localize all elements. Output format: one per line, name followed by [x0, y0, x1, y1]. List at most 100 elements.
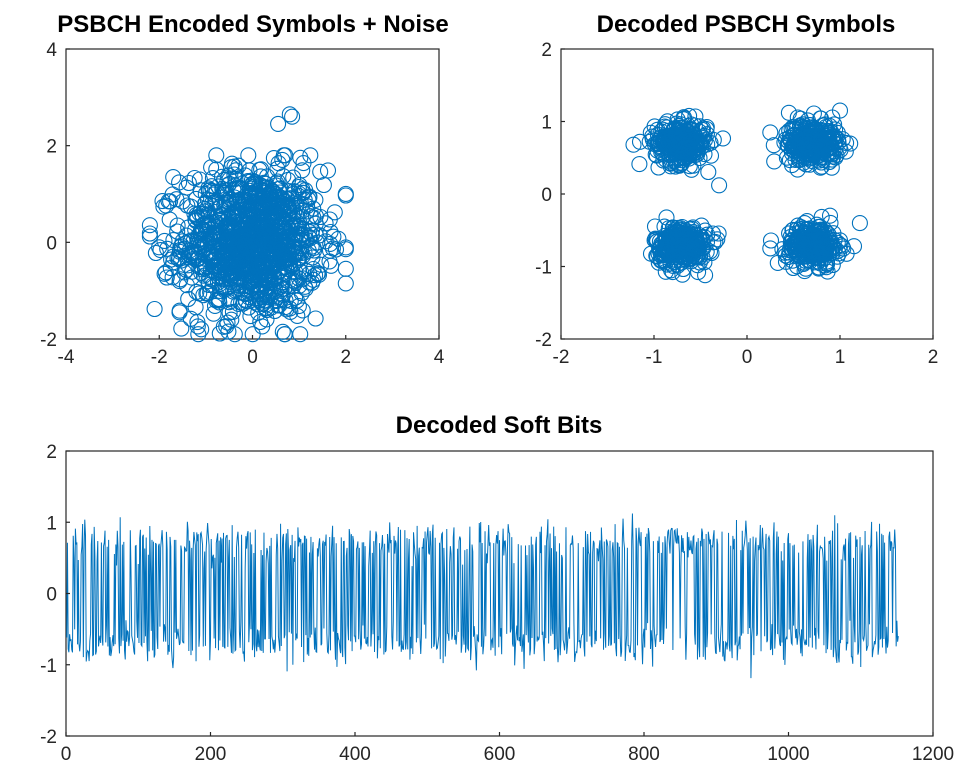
x-tick-label: -2	[553, 347, 570, 368]
scatter-point	[821, 207, 839, 224]
scatter-point	[277, 292, 294, 309]
x-tick-label: 2	[340, 347, 351, 368]
scatter-point	[305, 239, 322, 257]
y-tick-label: 0	[46, 585, 57, 606]
scatter-point	[655, 152, 672, 169]
scatter-point	[247, 197, 264, 214]
scatter-point	[228, 202, 245, 219]
scatter-point	[303, 226, 320, 243]
scatter-point	[227, 170, 244, 187]
scatter-point	[819, 122, 836, 139]
scatter-point	[244, 326, 261, 343]
scatter-point	[227, 177, 244, 194]
scatter-point	[163, 251, 180, 268]
soft-bits-line	[66, 513, 899, 679]
scatter-point	[261, 221, 278, 239]
scatter-point	[705, 131, 722, 149]
scatter-point	[258, 267, 275, 284]
scatter-point	[275, 168, 292, 185]
scatter-point	[158, 269, 175, 286]
x-tick-label: 0	[61, 744, 72, 765]
scatter-point	[762, 124, 779, 141]
scatter-point	[186, 169, 203, 187]
scatter-point	[223, 311, 240, 328]
scatter-point	[235, 295, 252, 312]
scatter-point	[710, 225, 727, 242]
scatter-point	[169, 217, 186, 234]
scatter-point	[270, 115, 287, 132]
x-tick-label: 0	[742, 347, 753, 368]
scatter-point	[204, 170, 221, 187]
x-tick-label: 800	[628, 744, 660, 765]
scatter-point	[822, 214, 839, 231]
scatter-point	[709, 231, 726, 248]
scatter-point	[795, 255, 812, 272]
scatter-point	[228, 236, 245, 253]
scatter-point	[698, 243, 715, 260]
scatter-point	[801, 233, 818, 250]
scatter-point	[206, 258, 223, 275]
scatter-point	[298, 263, 315, 280]
scatter-point	[801, 117, 818, 134]
decoded-symbols-axes: Decoded PSBCH Symbols -2 -1 0 1 2 -2 -1 0 1 2	[535, 11, 938, 368]
scatter-point	[234, 265, 251, 282]
scatter-point	[183, 269, 200, 286]
scatter-point	[776, 134, 793, 151]
scatter-point	[196, 195, 214, 212]
scatter-point	[264, 203, 281, 220]
scatter-point	[714, 130, 732, 147]
scatter-point	[813, 208, 830, 225]
scatter-point	[276, 326, 293, 343]
scatter-point	[676, 249, 693, 266]
x-tick-label: 4	[434, 347, 445, 368]
scatter-point	[285, 185, 302, 203]
scatter-point	[203, 245, 220, 262]
scatter-point	[670, 137, 687, 154]
scatter-point	[183, 232, 200, 249]
scatter-point	[284, 108, 301, 125]
x-tick-label: 1200	[912, 744, 954, 765]
scatter-point	[194, 234, 211, 251]
scatter-point	[301, 265, 318, 282]
scatter-point	[274, 323, 291, 340]
scatter-point	[180, 174, 197, 192]
scatter-point	[141, 217, 158, 234]
scatter-point	[811, 152, 828, 169]
x-tick-label: 2	[928, 347, 939, 368]
scatter-point	[171, 304, 188, 321]
scatter-point	[691, 149, 708, 167]
scatter-point	[305, 271, 322, 288]
scatter-point	[279, 199, 296, 216]
scatter-point	[812, 122, 829, 139]
scatter-point	[301, 274, 318, 291]
scatter-point	[254, 318, 271, 335]
scatter-point	[681, 107, 698, 124]
scatter-point	[337, 275, 354, 292]
scatter-point	[265, 150, 282, 167]
scatter-point	[151, 239, 168, 256]
scatter-point	[236, 269, 253, 286]
scatter-point	[240, 299, 257, 316]
scatter-point	[223, 155, 241, 172]
scatter-point	[199, 191, 216, 208]
x-tick-label: 0	[247, 347, 258, 368]
scatter-point	[808, 216, 825, 233]
scatter-point	[152, 242, 169, 259]
decoded-symbols-ticks: -2 -1 0 1 2 -2 -1 0 1 2	[535, 40, 938, 368]
scatter-point	[786, 139, 803, 156]
scatter-point	[190, 326, 207, 343]
scatter-point	[324, 240, 341, 257]
scatter-point	[156, 232, 173, 249]
scatter-point	[681, 221, 698, 238]
scatter-point	[292, 198, 309, 215]
y-tick-label: 2	[46, 137, 57, 158]
scatter-point	[161, 211, 178, 228]
scatter-point	[208, 147, 225, 164]
scatter-point	[174, 193, 191, 210]
scatter-point	[156, 265, 173, 282]
scatter-point	[680, 132, 697, 149]
scatter-point	[229, 228, 246, 245]
scatter-point	[674, 266, 691, 283]
